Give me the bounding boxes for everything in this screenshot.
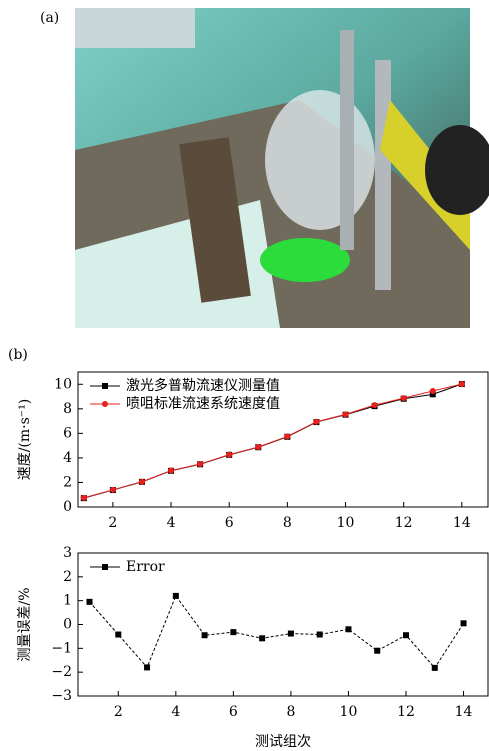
point <box>172 592 179 599</box>
y-tick-label: 1 <box>63 593 72 609</box>
x-tick-label: 4 <box>167 515 176 531</box>
legend-label: 喷咀标准流速系统速度值 <box>126 396 280 412</box>
legend-marker <box>102 383 108 389</box>
y-tick-label: 4 <box>63 450 72 466</box>
point <box>313 418 320 425</box>
x-tick-label: 14 <box>453 515 471 531</box>
y-tick-label: 0 <box>63 499 72 515</box>
point <box>284 433 291 440</box>
point <box>429 391 436 398</box>
point <box>460 620 467 627</box>
point <box>342 411 349 418</box>
y-tick-label: 8 <box>63 401 72 417</box>
x-tick-label: 10 <box>337 515 355 531</box>
point <box>115 631 122 638</box>
x-tick-label: 12 <box>395 515 413 531</box>
point <box>226 451 233 458</box>
y-tick-label: 2 <box>63 474 72 490</box>
y-tick-label: −1 <box>51 640 72 656</box>
photo <box>75 8 489 328</box>
point <box>458 381 465 388</box>
x-tick-label: 10 <box>340 704 358 720</box>
y-tick-label: 10 <box>54 376 72 392</box>
point <box>201 632 208 639</box>
series-line <box>89 594 464 669</box>
x-tick-label: 2 <box>114 704 123 720</box>
x-tick-label: 4 <box>171 704 180 720</box>
x-tick-label: 14 <box>455 704 473 720</box>
y-tick-label: 3 <box>63 545 72 561</box>
series-line <box>83 383 462 499</box>
legend-marker <box>102 401 108 407</box>
panel-label: (b) <box>8 347 28 363</box>
x-tick-label: 12 <box>397 704 415 720</box>
point <box>86 598 93 605</box>
point <box>287 630 294 637</box>
legend-label: 激光多普勒流速仪测量值 <box>126 377 280 394</box>
x-tick-label: 6 <box>229 704 238 720</box>
point <box>259 635 266 642</box>
y-tick-label: −2 <box>51 664 72 680</box>
x-tick-label: 8 <box>286 704 295 720</box>
point <box>371 402 378 409</box>
point <box>429 388 436 395</box>
point <box>109 486 116 493</box>
x-tick-label: 2 <box>108 515 117 531</box>
point <box>144 664 151 671</box>
panel-label: (a) <box>40 10 59 26</box>
point <box>316 631 323 638</box>
legend-marker <box>102 564 108 570</box>
plot-frame <box>77 371 489 508</box>
x-tick-label: 8 <box>283 515 292 531</box>
point <box>374 647 381 654</box>
y-axis-label: 速度/(m·s⁻¹) <box>17 399 33 481</box>
y-tick-label: 0 <box>63 617 72 633</box>
legend-label: Error <box>126 559 165 575</box>
point <box>197 461 204 468</box>
y-tick-label: 6 <box>63 425 72 441</box>
point <box>230 629 237 636</box>
x-axis-label: 测试组次 <box>255 734 311 750</box>
point <box>255 443 262 450</box>
point <box>403 632 409 639</box>
point <box>80 494 87 501</box>
y-tick-label: −3 <box>51 688 72 704</box>
point <box>345 626 352 633</box>
point <box>168 467 175 474</box>
point <box>431 664 438 671</box>
point <box>138 478 145 485</box>
point <box>400 395 407 402</box>
x-tick-label: 6 <box>225 515 234 531</box>
y-tick-label: 2 <box>63 569 72 585</box>
y-axis-label: 测量误差/% <box>17 587 33 661</box>
